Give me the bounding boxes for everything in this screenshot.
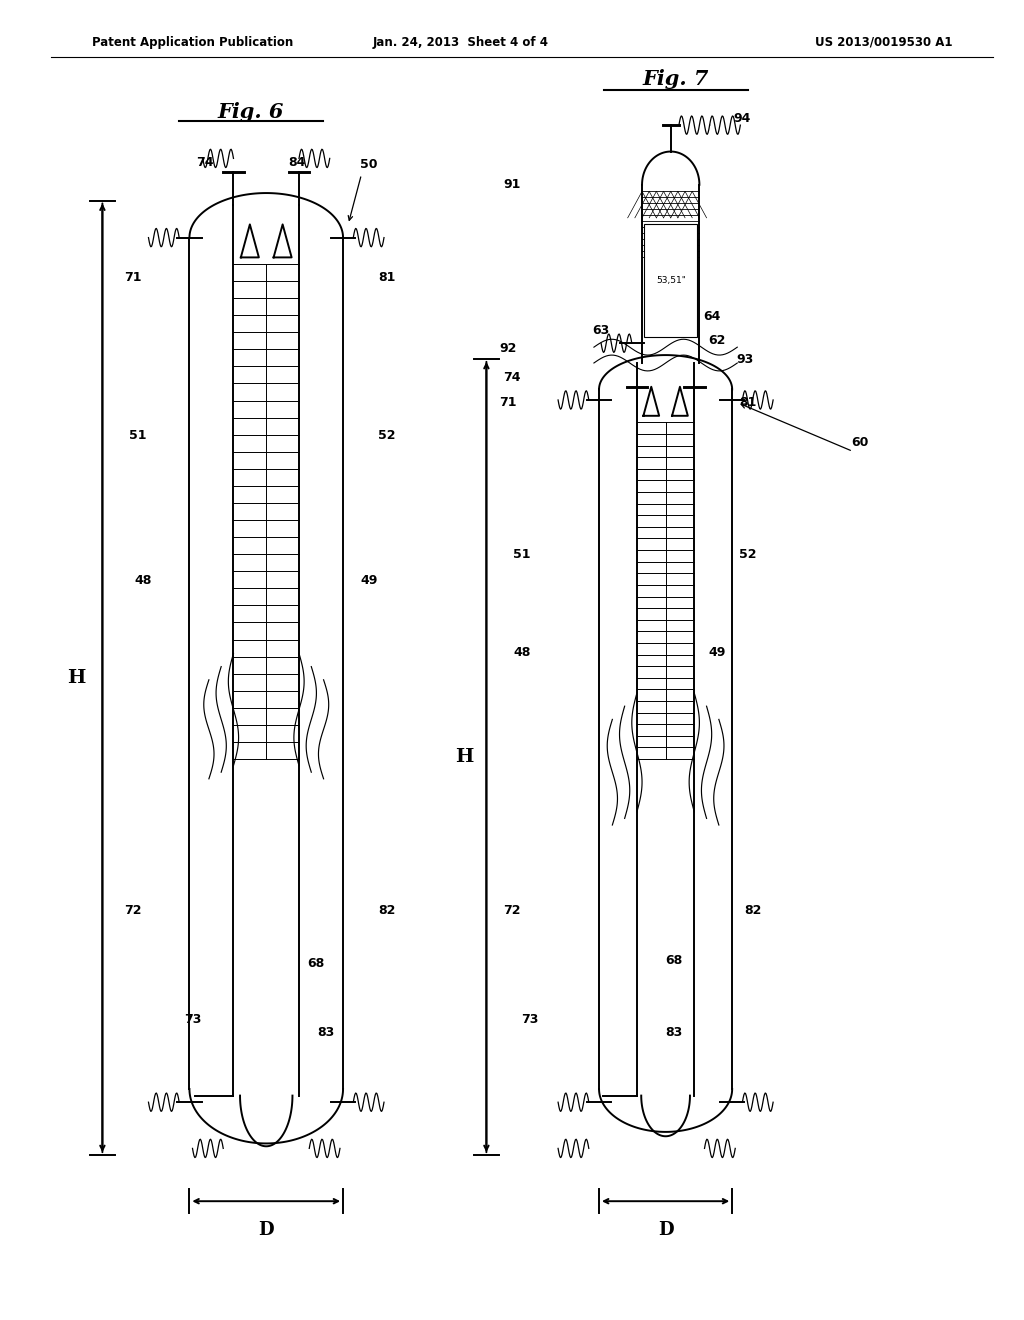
Text: Fig. 7: Fig. 7 — [643, 69, 709, 90]
Text: 93: 93 — [737, 352, 754, 366]
Text: 51: 51 — [129, 429, 147, 442]
Text: 50: 50 — [359, 158, 378, 172]
Polygon shape — [659, 240, 682, 264]
Text: Fig. 6: Fig. 6 — [218, 102, 284, 123]
Text: 52: 52 — [378, 429, 396, 442]
Text: 48: 48 — [514, 645, 530, 659]
Text: Jan. 24, 2013  Sheet 4 of 4: Jan. 24, 2013 Sheet 4 of 4 — [373, 36, 549, 49]
Text: 94: 94 — [734, 112, 751, 125]
Text: 48: 48 — [135, 574, 152, 587]
Text: 74: 74 — [196, 156, 214, 169]
Text: 52: 52 — [738, 548, 757, 561]
Text: 84: 84 — [289, 156, 305, 169]
FancyBboxPatch shape — [644, 224, 697, 337]
Text: 68: 68 — [666, 954, 682, 968]
Text: 51: 51 — [513, 548, 531, 561]
Text: 71: 71 — [499, 396, 517, 409]
Text: US 2013/0019530 A1: US 2013/0019530 A1 — [815, 36, 952, 49]
Polygon shape — [241, 224, 259, 257]
Text: Patent Application Publication: Patent Application Publication — [92, 36, 294, 49]
Text: 60: 60 — [852, 436, 868, 449]
Text: 49: 49 — [360, 574, 377, 587]
Text: 64: 64 — [703, 310, 720, 323]
Text: 49: 49 — [709, 645, 725, 659]
Text: 91: 91 — [504, 178, 520, 191]
Text: 73: 73 — [521, 1012, 538, 1026]
Text: 92: 92 — [500, 342, 516, 355]
Text: 74: 74 — [503, 371, 521, 384]
Text: 73: 73 — [184, 1012, 201, 1026]
Text: 83: 83 — [317, 1026, 334, 1039]
Text: 82: 82 — [744, 904, 761, 917]
Polygon shape — [273, 224, 292, 257]
Text: D: D — [657, 1221, 674, 1239]
Text: 82: 82 — [379, 904, 395, 917]
Text: D: D — [258, 1221, 274, 1239]
Text: H: H — [68, 669, 86, 686]
Text: 83: 83 — [666, 1026, 682, 1039]
Polygon shape — [643, 387, 659, 416]
Text: 53,51": 53,51" — [655, 276, 686, 285]
Text: 71: 71 — [124, 271, 142, 284]
Text: 81: 81 — [379, 271, 395, 284]
Text: 68: 68 — [307, 957, 324, 970]
Text: H: H — [455, 748, 473, 766]
Text: 62: 62 — [709, 334, 725, 347]
Polygon shape — [672, 387, 688, 416]
Text: 63: 63 — [593, 323, 609, 337]
Text: 81: 81 — [739, 396, 756, 409]
Text: 72: 72 — [124, 904, 142, 917]
Text: 72: 72 — [503, 904, 521, 917]
